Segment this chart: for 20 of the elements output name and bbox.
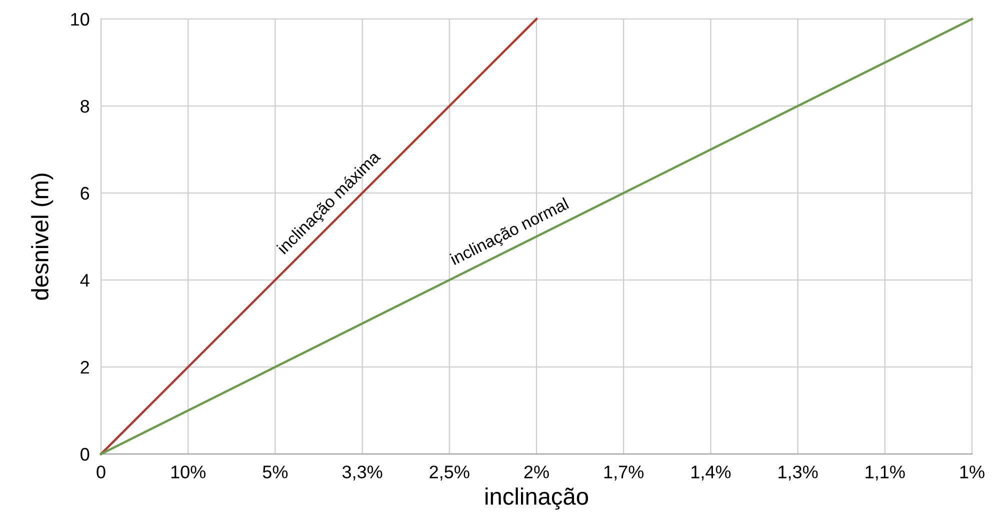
x-tick-label: 1,4% bbox=[692, 466, 731, 481]
x-tick-label: 1,7% bbox=[604, 466, 644, 481]
x-tick-label: 2,5% bbox=[430, 466, 470, 481]
x-tick-label: 1,1% bbox=[866, 466, 905, 481]
x-tick-label: 2% bbox=[524, 466, 549, 478]
x-tick-label: 1,3% bbox=[778, 466, 818, 481]
y-tick-label: 2 bbox=[80, 360, 89, 374]
y-tick-label: 4 bbox=[80, 274, 90, 287]
y-tick-label: 10 bbox=[71, 12, 90, 26]
y-axis-title: desnivel (m) bbox=[31, 174, 54, 300]
x-tick-label: 5% bbox=[262, 466, 288, 478]
x-tick-label: 3,3% bbox=[342, 466, 382, 481]
x-tick-label: 10% bbox=[171, 466, 206, 478]
y-tick-label: 8 bbox=[80, 100, 90, 113]
x-tick-label: 0 bbox=[96, 466, 106, 478]
x-axis-title: inclinação bbox=[486, 488, 588, 510]
x-tick-label: 1% bbox=[960, 466, 984, 478]
y-tick-label: 0 bbox=[80, 448, 90, 461]
line-series bbox=[100, 18, 974, 456]
y-tick-label: 6 bbox=[80, 186, 90, 200]
